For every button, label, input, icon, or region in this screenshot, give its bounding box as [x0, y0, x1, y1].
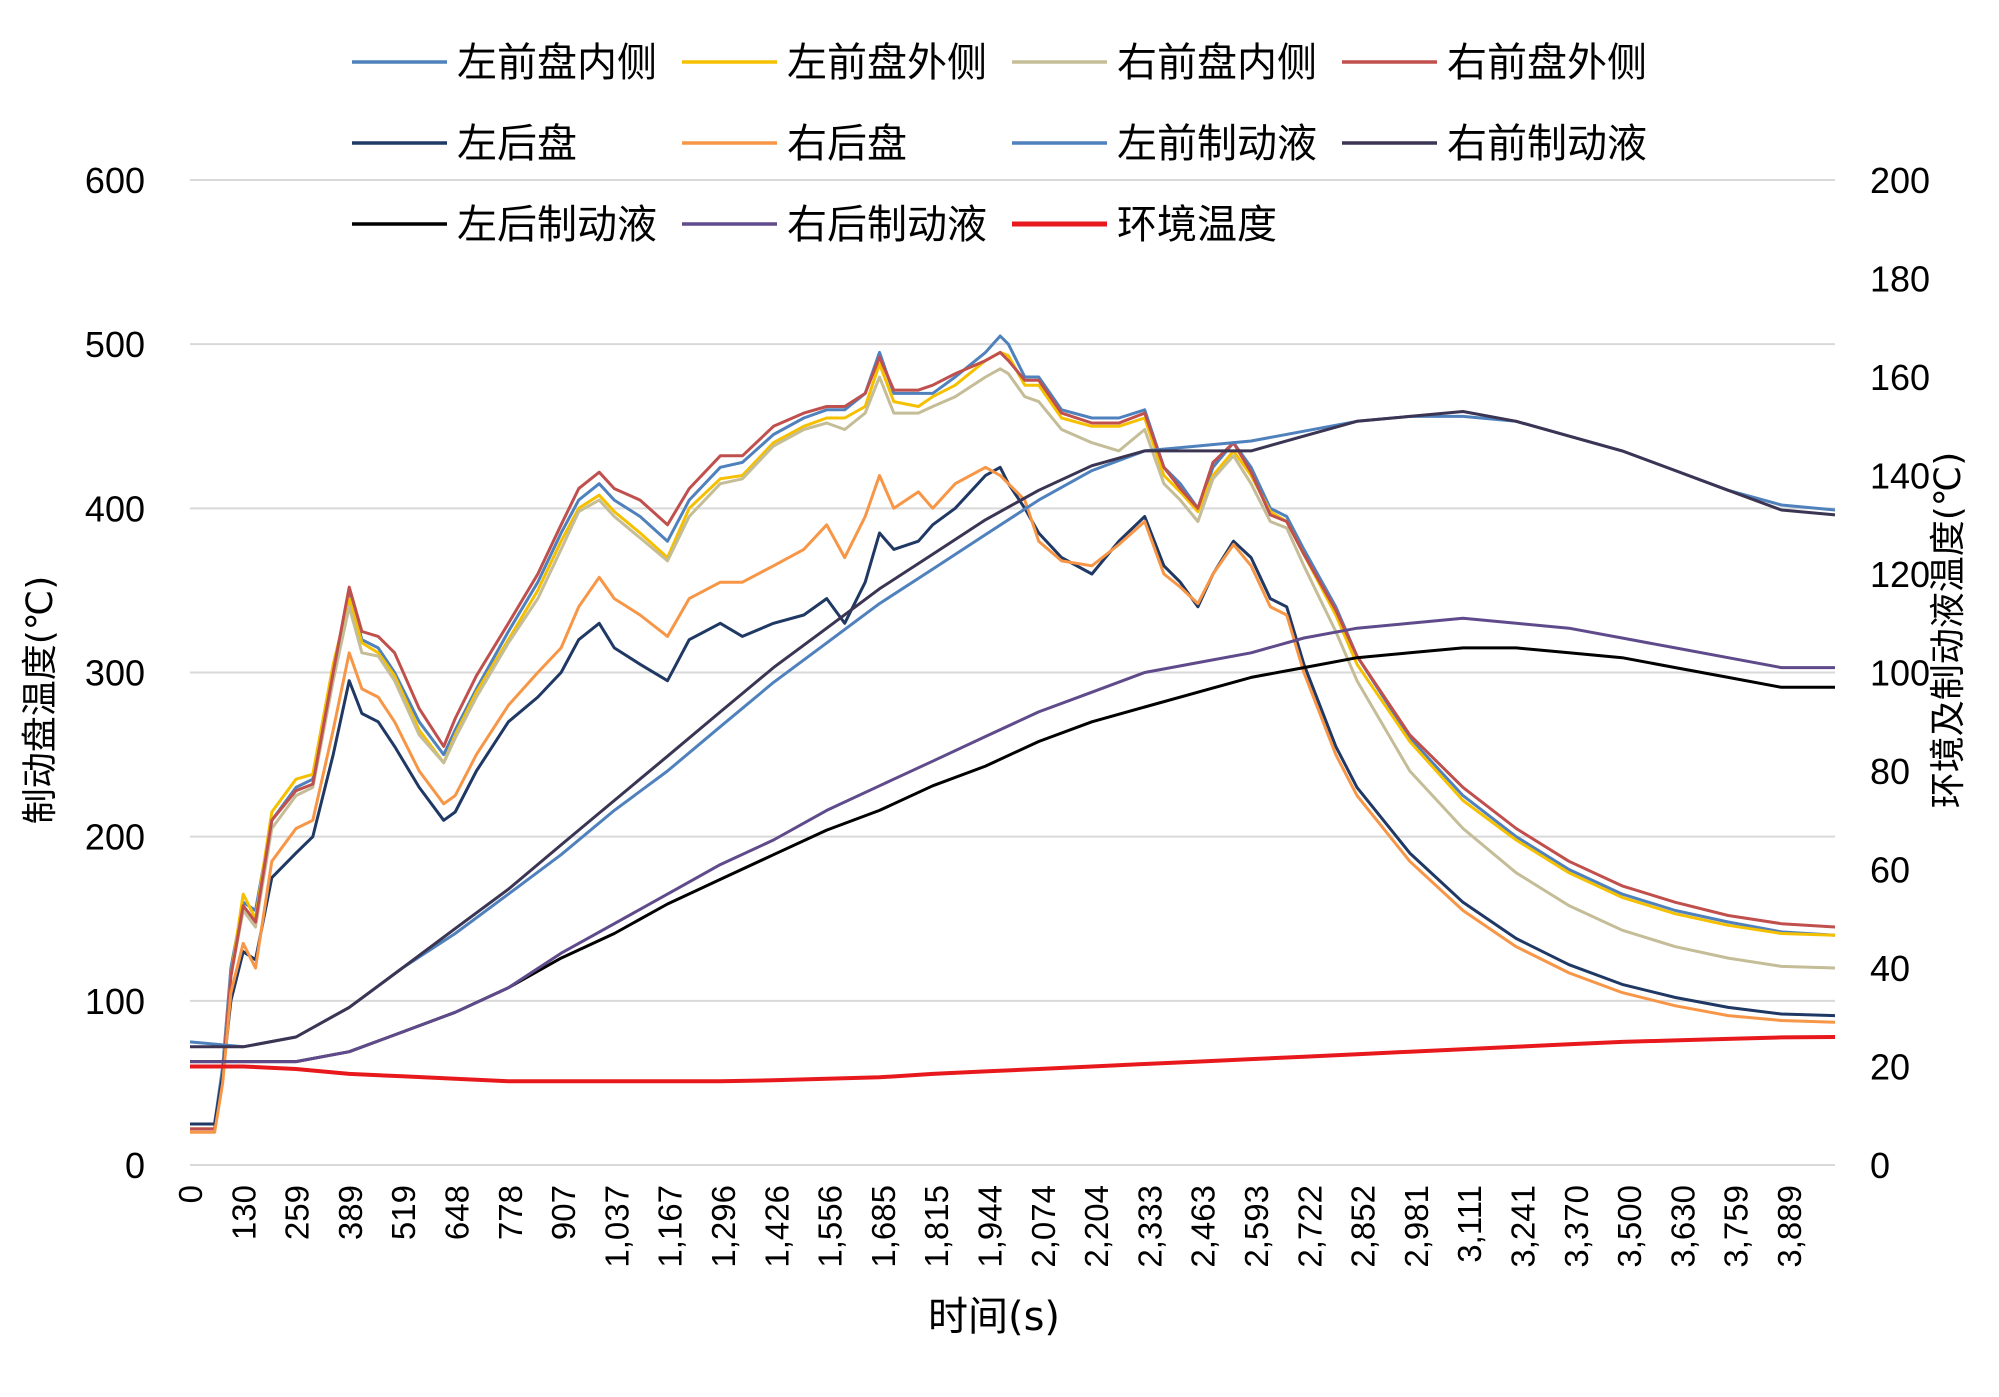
series-line	[190, 350, 1836, 1131]
x-tick-label: 3,630	[1664, 1185, 1701, 1268]
x-tick-label: 3,889	[1771, 1185, 1808, 1268]
legend-label: 左前制动液	[1117, 121, 1317, 167]
y-right-tick-label: 160	[1870, 357, 1930, 398]
x-tick-label: 2,333	[1131, 1185, 1168, 1268]
x-tick-label: 778	[492, 1185, 529, 1240]
series-line	[190, 367, 1836, 1131]
x-tick-label: 1,815	[918, 1185, 955, 1268]
y-axis-right-label: 环境及制动液温度(℃)	[1928, 452, 1969, 809]
y-axis-left-label: 制动盘温度(℃)	[20, 576, 61, 825]
y-right-tick-label: 80	[1870, 751, 1910, 792]
x-tick-label: 1,426	[758, 1185, 795, 1268]
x-tick-label: 907	[545, 1185, 582, 1240]
x-tick-label: 2,852	[1345, 1185, 1382, 1268]
x-tick-label: 2,981	[1398, 1185, 1435, 1268]
x-tick-label: 1,167	[652, 1185, 689, 1268]
legend-label: 右前盘外侧	[1447, 40, 1647, 86]
series-layer	[189, 334, 1836, 1134]
y-right-tick-label: 100	[1870, 653, 1930, 694]
x-tick-label: 3,759	[1718, 1185, 1755, 1268]
x-tick-label: 2,204	[1078, 1185, 1115, 1268]
x-tick-label: 130	[225, 1185, 262, 1240]
x-tick-label: 259	[279, 1185, 316, 1240]
x-tick-label: 648	[439, 1185, 476, 1240]
y-left-tick-label: 100	[85, 981, 145, 1022]
series-line	[189, 414, 1836, 1049]
series-line	[190, 465, 1836, 1134]
y-right-tick-label: 0	[1870, 1145, 1890, 1186]
y-right-tick-label: 120	[1870, 554, 1930, 595]
y-right-tick-label: 20	[1870, 1047, 1910, 1088]
x-tick-label: 389	[332, 1185, 369, 1240]
series-line	[190, 465, 1836, 1126]
series-line	[190, 350, 1836, 1131]
series-line	[190, 410, 1836, 1049]
x-tick-label: 3,500	[1611, 1185, 1648, 1268]
x-tick-label: 1,037	[598, 1185, 635, 1268]
x-tick-label: 2,593	[1238, 1185, 1275, 1268]
x-tick-label: 0	[172, 1185, 209, 1203]
x-tick-label: 3,241	[1505, 1185, 1542, 1268]
series-line	[190, 616, 1835, 1064]
legend-label: 左前盘外侧	[787, 40, 987, 86]
x-tick-label: 1,556	[812, 1185, 849, 1268]
x-tick-label: 519	[385, 1185, 422, 1240]
y-right-tick-label: 180	[1870, 259, 1930, 300]
y-left-tick-label: 0	[125, 1145, 145, 1186]
legend-label: 右后制动液	[787, 202, 987, 248]
x-tick-label: 2,463	[1185, 1185, 1222, 1268]
legend-label: 右后盘	[787, 121, 907, 167]
grid-lines	[190, 179, 1835, 1166]
y-left-tick-label: 400	[85, 488, 145, 529]
legend-label: 右前制动液	[1447, 121, 1647, 167]
y-right-tick-label: 200	[1870, 160, 1930, 201]
y-right-tick-label: 40	[1870, 948, 1910, 989]
x-tick-label: 2,722	[1291, 1185, 1328, 1268]
y-left-tick-label: 300	[85, 653, 145, 694]
y-left-tick-label: 200	[85, 817, 145, 858]
y-left-tick-label: 600	[85, 160, 145, 201]
x-tick-label: 3,370	[1558, 1185, 1595, 1268]
legend-label: 左后制动液	[457, 202, 657, 248]
x-tick-label: 2,074	[1025, 1185, 1062, 1268]
x-tick-label: 1,944	[972, 1185, 1009, 1268]
legend-label: 左后盘	[457, 121, 577, 167]
legend-label: 环境温度	[1117, 202, 1277, 248]
series-line	[190, 1035, 1836, 1084]
x-tick-label: 1,685	[865, 1185, 902, 1268]
y-left-tick-label: 500	[85, 324, 145, 365]
x-tick-label: 1,296	[705, 1185, 742, 1268]
axes: 0 100 200 300 400 500 600 0 20 40 60 80 100 120 140 160…	[85, 160, 1930, 1268]
y-right-tick-label: 60	[1870, 850, 1910, 891]
series-line	[190, 646, 1835, 1064]
series-line	[190, 334, 1836, 1126]
x-tick-label: 3,111	[1451, 1185, 1488, 1263]
legend-label: 右前盘内侧	[1117, 40, 1317, 86]
y-right-tick-label: 140	[1870, 456, 1930, 497]
x-axis-label: 时间(s)	[928, 1294, 1060, 1340]
legend-label: 左前盘内侧	[457, 40, 657, 86]
